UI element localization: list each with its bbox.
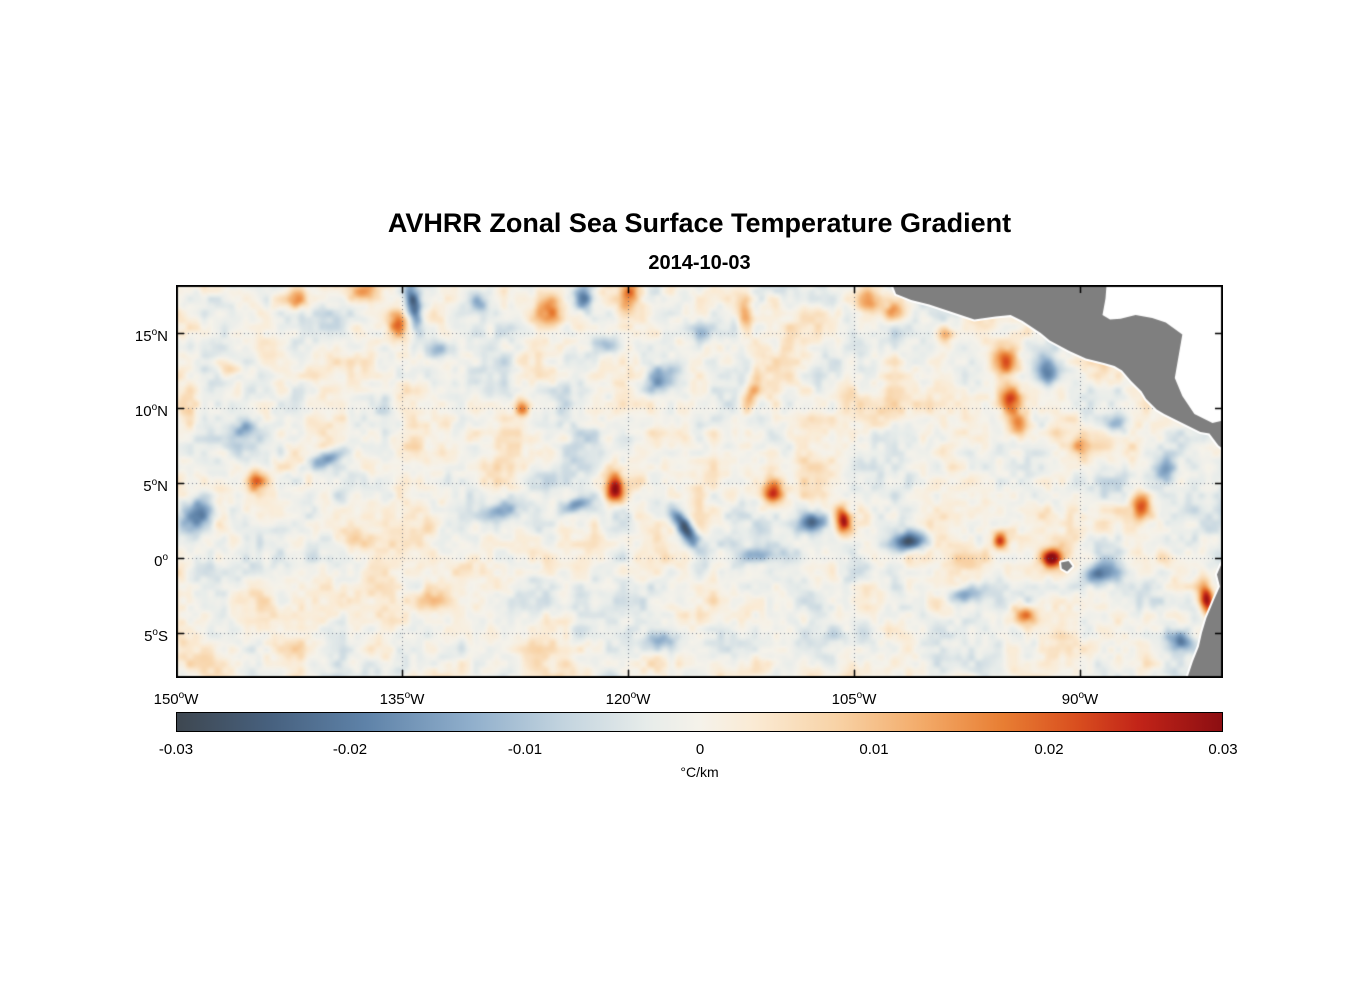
y-tick-label: 5oN	[143, 477, 168, 495]
colorbar-tick-label: -0.01	[507, 741, 543, 758]
x-tick-label: 135oW	[379, 690, 425, 708]
figure-title: AVHRR Zonal Sea Surface Temperature Grad…	[387, 208, 1012, 238]
colorbar-tick-label: -0.03	[158, 741, 194, 758]
colorbar-tick-label: 0.01	[859, 741, 889, 758]
colorbar	[176, 712, 1223, 732]
figure-date: 2014-10-03	[648, 252, 751, 274]
colorbar-gradient	[176, 712, 1223, 732]
colorbar-tick-label: -0.02	[332, 741, 368, 758]
colorbar-units-label: °C/km	[680, 764, 719, 780]
y-tick-label: 15oN	[134, 327, 168, 345]
x-tick-label: 150oW	[153, 690, 199, 708]
heatmap-canvas	[176, 285, 1223, 678]
y-tick-label: 0o	[154, 552, 168, 570]
colorbar-tick-label: 0.03	[1208, 741, 1238, 758]
x-tick-label: 105oW	[831, 690, 877, 708]
x-tick-label: 90oW	[1061, 690, 1099, 708]
map-plot	[176, 285, 1223, 678]
y-tick-label: 5oS	[144, 627, 168, 645]
colorbar-tick-label: 0.02	[1034, 741, 1064, 758]
colorbar-tick-label: 0	[695, 741, 705, 758]
x-tick-label: 120oW	[605, 690, 651, 708]
y-tick-label: 10oN	[134, 402, 168, 420]
